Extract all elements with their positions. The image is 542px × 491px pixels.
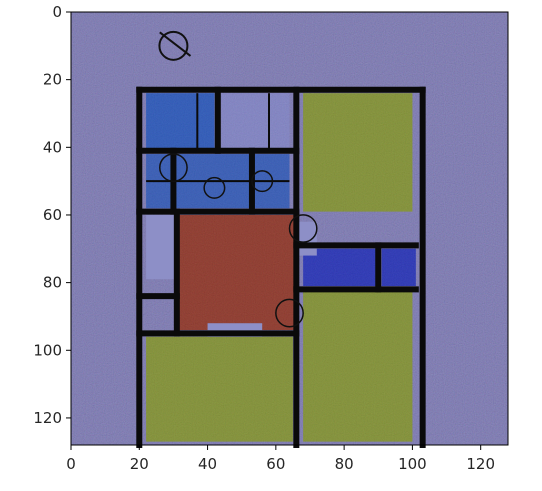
- y-tick-label: 100: [33, 341, 62, 359]
- room-bedroom-sw: [146, 336, 293, 442]
- hall-patch-0: [146, 214, 177, 280]
- x-tick-label: 100: [398, 455, 427, 473]
- hall-patch-1: [296, 221, 317, 256]
- room-noise: [381, 248, 416, 287]
- y-tick-label: 120: [33, 409, 62, 427]
- door-symbol-3: [275, 298, 304, 328]
- y-tick-label: 60: [43, 206, 62, 224]
- x-tick-label: 20: [130, 455, 149, 473]
- x-tick-label: 40: [198, 455, 217, 473]
- room-noise: [146, 93, 215, 151]
- room-bath-2: [221, 93, 290, 151]
- door-symbol-1: [203, 176, 226, 199]
- room-closet-blue-2: [381, 248, 416, 287]
- room-bedroom-ne: [303, 93, 413, 212]
- x-tick-label: 80: [335, 455, 354, 473]
- room-noise: [303, 289, 413, 442]
- x-tick-label: 60: [266, 455, 285, 473]
- door-symbol-4: [288, 214, 318, 243]
- room-noise: [176, 214, 297, 330]
- room-noise: [303, 93, 413, 212]
- x-axis: 0 20 40 60 80 100 120: [66, 445, 495, 473]
- room-noise: [221, 93, 290, 151]
- room-bedroom-se: [303, 289, 413, 442]
- room-bath-1: [146, 93, 215, 151]
- y-tick-label: 80: [43, 274, 62, 292]
- y-axis: 0 20 40 60 80 100 120: [33, 3, 71, 427]
- door-symbol-2: [251, 170, 274, 193]
- room-living-red: [176, 214, 297, 330]
- x-tick-label: 0: [66, 455, 76, 473]
- y-tick-label: 0: [52, 3, 62, 21]
- door-symbol-0: [159, 153, 188, 183]
- compass-icon: [158, 30, 189, 61]
- compass-needle: [159, 31, 192, 57]
- x-tick-label: 120: [466, 455, 495, 473]
- plot-frame: [70, 11, 509, 446]
- room-noise: [146, 336, 293, 442]
- y-tick-label: 20: [43, 71, 62, 89]
- plot-area: [70, 11, 509, 448]
- y-tick-label: 40: [43, 138, 62, 156]
